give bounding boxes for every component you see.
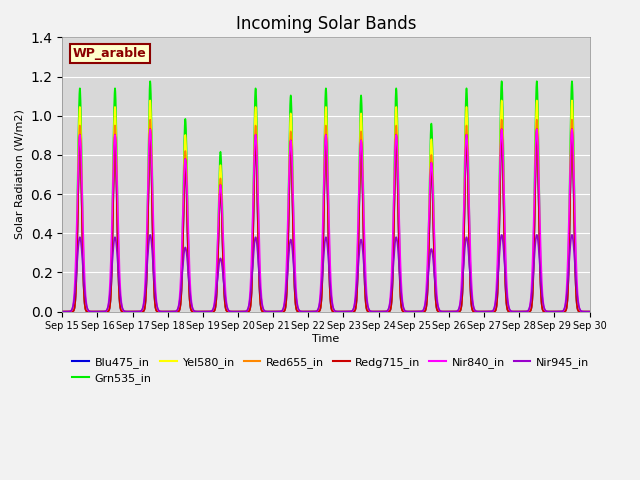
Yel580_in (586, 309, 593, 314)
Yel580_in (568, 97, 576, 103)
Nir945_in (122, 309, 129, 314)
Yel580_in (388, 276, 396, 282)
Grn535_in (534, 138, 542, 144)
Nir945_in (558, 309, 566, 314)
Legend: Blu475_in, Grn535_in, Yel580_in, Red655_in, Redg715_in, Nir840_in, Nir945_in: Blu475_in, Grn535_in, Yel580_in, Red655_… (68, 352, 594, 388)
Yel580_in (122, 309, 129, 314)
Red655_in (122, 309, 129, 314)
Redg715_in (199, 309, 207, 314)
Redg715_in (58, 309, 66, 314)
Line: Grn535_in: Grn535_in (62, 81, 589, 312)
Redg715_in (537, 289, 545, 295)
Yel580_in (260, 309, 268, 314)
Blu475_in (199, 309, 207, 314)
Yel580_in (558, 309, 566, 314)
Redg715_in (558, 309, 566, 314)
Redg715_in (586, 309, 593, 314)
Text: WP_arable: WP_arable (73, 47, 147, 60)
Nir840_in (586, 309, 593, 314)
Red655_in (58, 309, 66, 314)
Title: Incoming Solar Bands: Incoming Solar Bands (236, 15, 416, 33)
Y-axis label: Solar Radiation (W/m2): Solar Radiation (W/m2) (15, 109, 25, 240)
Nir840_in (122, 309, 129, 314)
Red655_in (586, 309, 593, 314)
Redg715_in (534, 181, 542, 187)
Line: Nir840_in: Nir840_in (62, 129, 589, 312)
Nir945_in (388, 277, 396, 283)
Yel580_in (534, 156, 542, 161)
Redg715_in (388, 286, 396, 292)
Blu475_in (388, 287, 396, 292)
Nir945_in (58, 309, 66, 314)
Redg715_in (122, 309, 129, 314)
Line: Redg715_in: Redg715_in (62, 129, 589, 312)
Nir945_in (260, 308, 268, 313)
Grn535_in (568, 78, 576, 84)
Redg715_in (568, 126, 576, 132)
Grn535_in (558, 309, 566, 314)
Blu475_in (122, 309, 129, 314)
Blu475_in (260, 309, 268, 314)
Nir840_in (388, 250, 396, 256)
Line: Nir945_in: Nir945_in (62, 235, 589, 312)
Grn535_in (199, 309, 207, 314)
Nir945_in (534, 242, 542, 248)
Yel580_in (199, 309, 207, 314)
Grn535_in (537, 274, 545, 279)
Yel580_in (537, 280, 545, 286)
Nir840_in (260, 308, 268, 314)
Red655_in (260, 309, 268, 314)
Nir840_in (568, 126, 576, 132)
Nir840_in (199, 309, 207, 314)
Nir945_in (568, 232, 576, 238)
Red655_in (537, 287, 545, 292)
Nir945_in (586, 309, 593, 314)
Line: Blu475_in: Blu475_in (62, 133, 589, 312)
Blu475_in (568, 130, 576, 136)
Line: Yel580_in: Yel580_in (62, 100, 589, 312)
Nir840_in (58, 309, 66, 314)
Grn535_in (388, 269, 396, 275)
Grn535_in (260, 309, 268, 314)
Red655_in (568, 117, 576, 122)
Red655_in (558, 309, 566, 314)
Grn535_in (58, 309, 66, 314)
Nir840_in (537, 254, 545, 260)
Redg715_in (260, 309, 268, 314)
Red655_in (199, 309, 207, 314)
Grn535_in (122, 309, 129, 314)
Line: Red655_in: Red655_in (62, 120, 589, 312)
Yel580_in (58, 309, 66, 314)
Nir945_in (199, 309, 207, 314)
Red655_in (534, 172, 542, 178)
Nir840_in (558, 309, 566, 314)
X-axis label: Time: Time (312, 334, 340, 344)
Nir840_in (534, 158, 542, 164)
Nir945_in (537, 279, 545, 285)
Red655_in (388, 283, 396, 288)
Blu475_in (558, 309, 566, 314)
Grn535_in (586, 309, 593, 314)
Blu475_in (534, 183, 542, 189)
Blu475_in (586, 309, 593, 314)
Blu475_in (537, 290, 545, 296)
Blu475_in (58, 309, 66, 314)
